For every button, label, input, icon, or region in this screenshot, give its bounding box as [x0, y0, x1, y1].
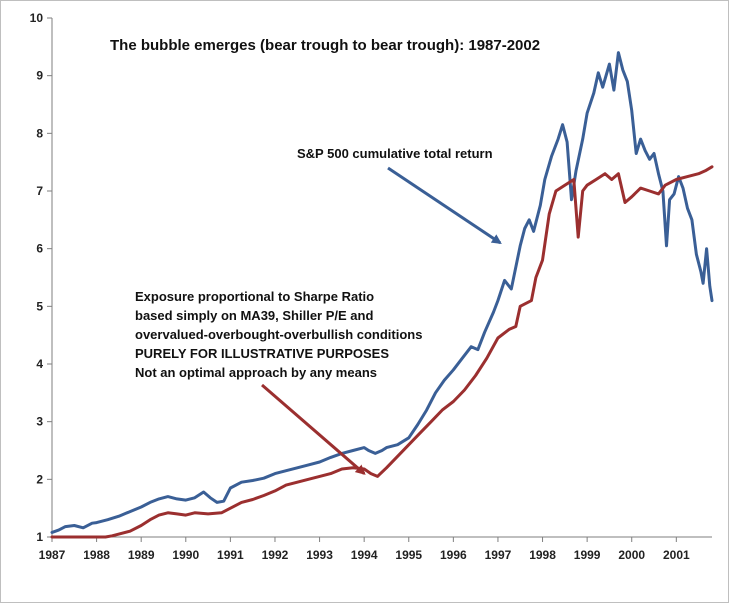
x-tick-label: 1993	[306, 548, 333, 562]
y-tick-label: 10	[30, 11, 44, 25]
x-tick-label: 1987	[39, 548, 66, 562]
series-line-sp500	[50, 51, 714, 534]
annotation-sp500-text: S&P 500 cumulative total return	[297, 146, 493, 161]
x-tick-label: 1994	[351, 548, 378, 562]
series-line-sharpe	[50, 165, 714, 539]
annotation-sp500-arrow	[387, 166, 502, 245]
series-layer	[50, 51, 714, 539]
y-tick-label: 2	[36, 472, 43, 486]
x-tick-label: 1998	[529, 548, 556, 562]
y-tick-label: 6	[36, 242, 43, 256]
x-tick-label: 1988	[83, 548, 110, 562]
x-tick-label: 1992	[262, 548, 289, 562]
y-axis-ticks: 1 2 3 4 5 6 7 8 9 10	[30, 11, 52, 544]
y-tick-label: 4	[36, 357, 43, 371]
annotation-sharpe-line-4: PURELY FOR ILLUSTRATIVE PURPOSES	[135, 346, 389, 361]
x-tick-label: 1991	[217, 548, 244, 562]
x-tick-label: 2000	[618, 548, 645, 562]
y-tick-label: 3	[36, 415, 43, 429]
annotation-sharpe-line-2: based simply on MA39, Shiller P/E and	[135, 308, 373, 323]
y-tick-label: 7	[36, 184, 43, 198]
y-tick-label: 8	[36, 126, 43, 140]
chart-title: The bubble emerges (bear trough to bear …	[110, 37, 540, 54]
x-tick-label: 2001	[663, 548, 690, 562]
x-tick-label: 1999	[574, 548, 601, 562]
x-tick-label: 1990	[172, 548, 199, 562]
annotation-sharpe-line-3: overvalued-overbought-overbullish condit…	[135, 327, 422, 342]
x-axis-ticks: 1987 1988 1989 1990 1991 1992 1993 1994 1995 1996…	[39, 537, 690, 562]
axes: 1 2 3 4 5 6 7 8 9 10 1987 1988 1989 1990 1991 1992 1993…	[30, 11, 712, 562]
y-tick-label: 9	[36, 69, 43, 83]
x-tick-label: 1996	[440, 548, 467, 562]
y-tick-label: 5	[36, 299, 43, 313]
annotation-sharpe-line-5: Not an optimal approach by any means	[135, 365, 377, 380]
annotation-sharpe-line-1: Exposure proportional to Sharpe Ratio	[135, 289, 374, 304]
annotation-sp500: S&P 500 cumulative total return	[297, 146, 502, 245]
x-tick-label: 1989	[128, 548, 155, 562]
x-tick-label: 1997	[485, 548, 512, 562]
y-tick-label: 1	[36, 530, 43, 544]
x-tick-label: 1995	[395, 548, 422, 562]
annotation-sharpe-arrow	[261, 383, 366, 475]
annotation-sharpe: Exposure proportional to Sharpe Ratio ba…	[135, 289, 422, 475]
